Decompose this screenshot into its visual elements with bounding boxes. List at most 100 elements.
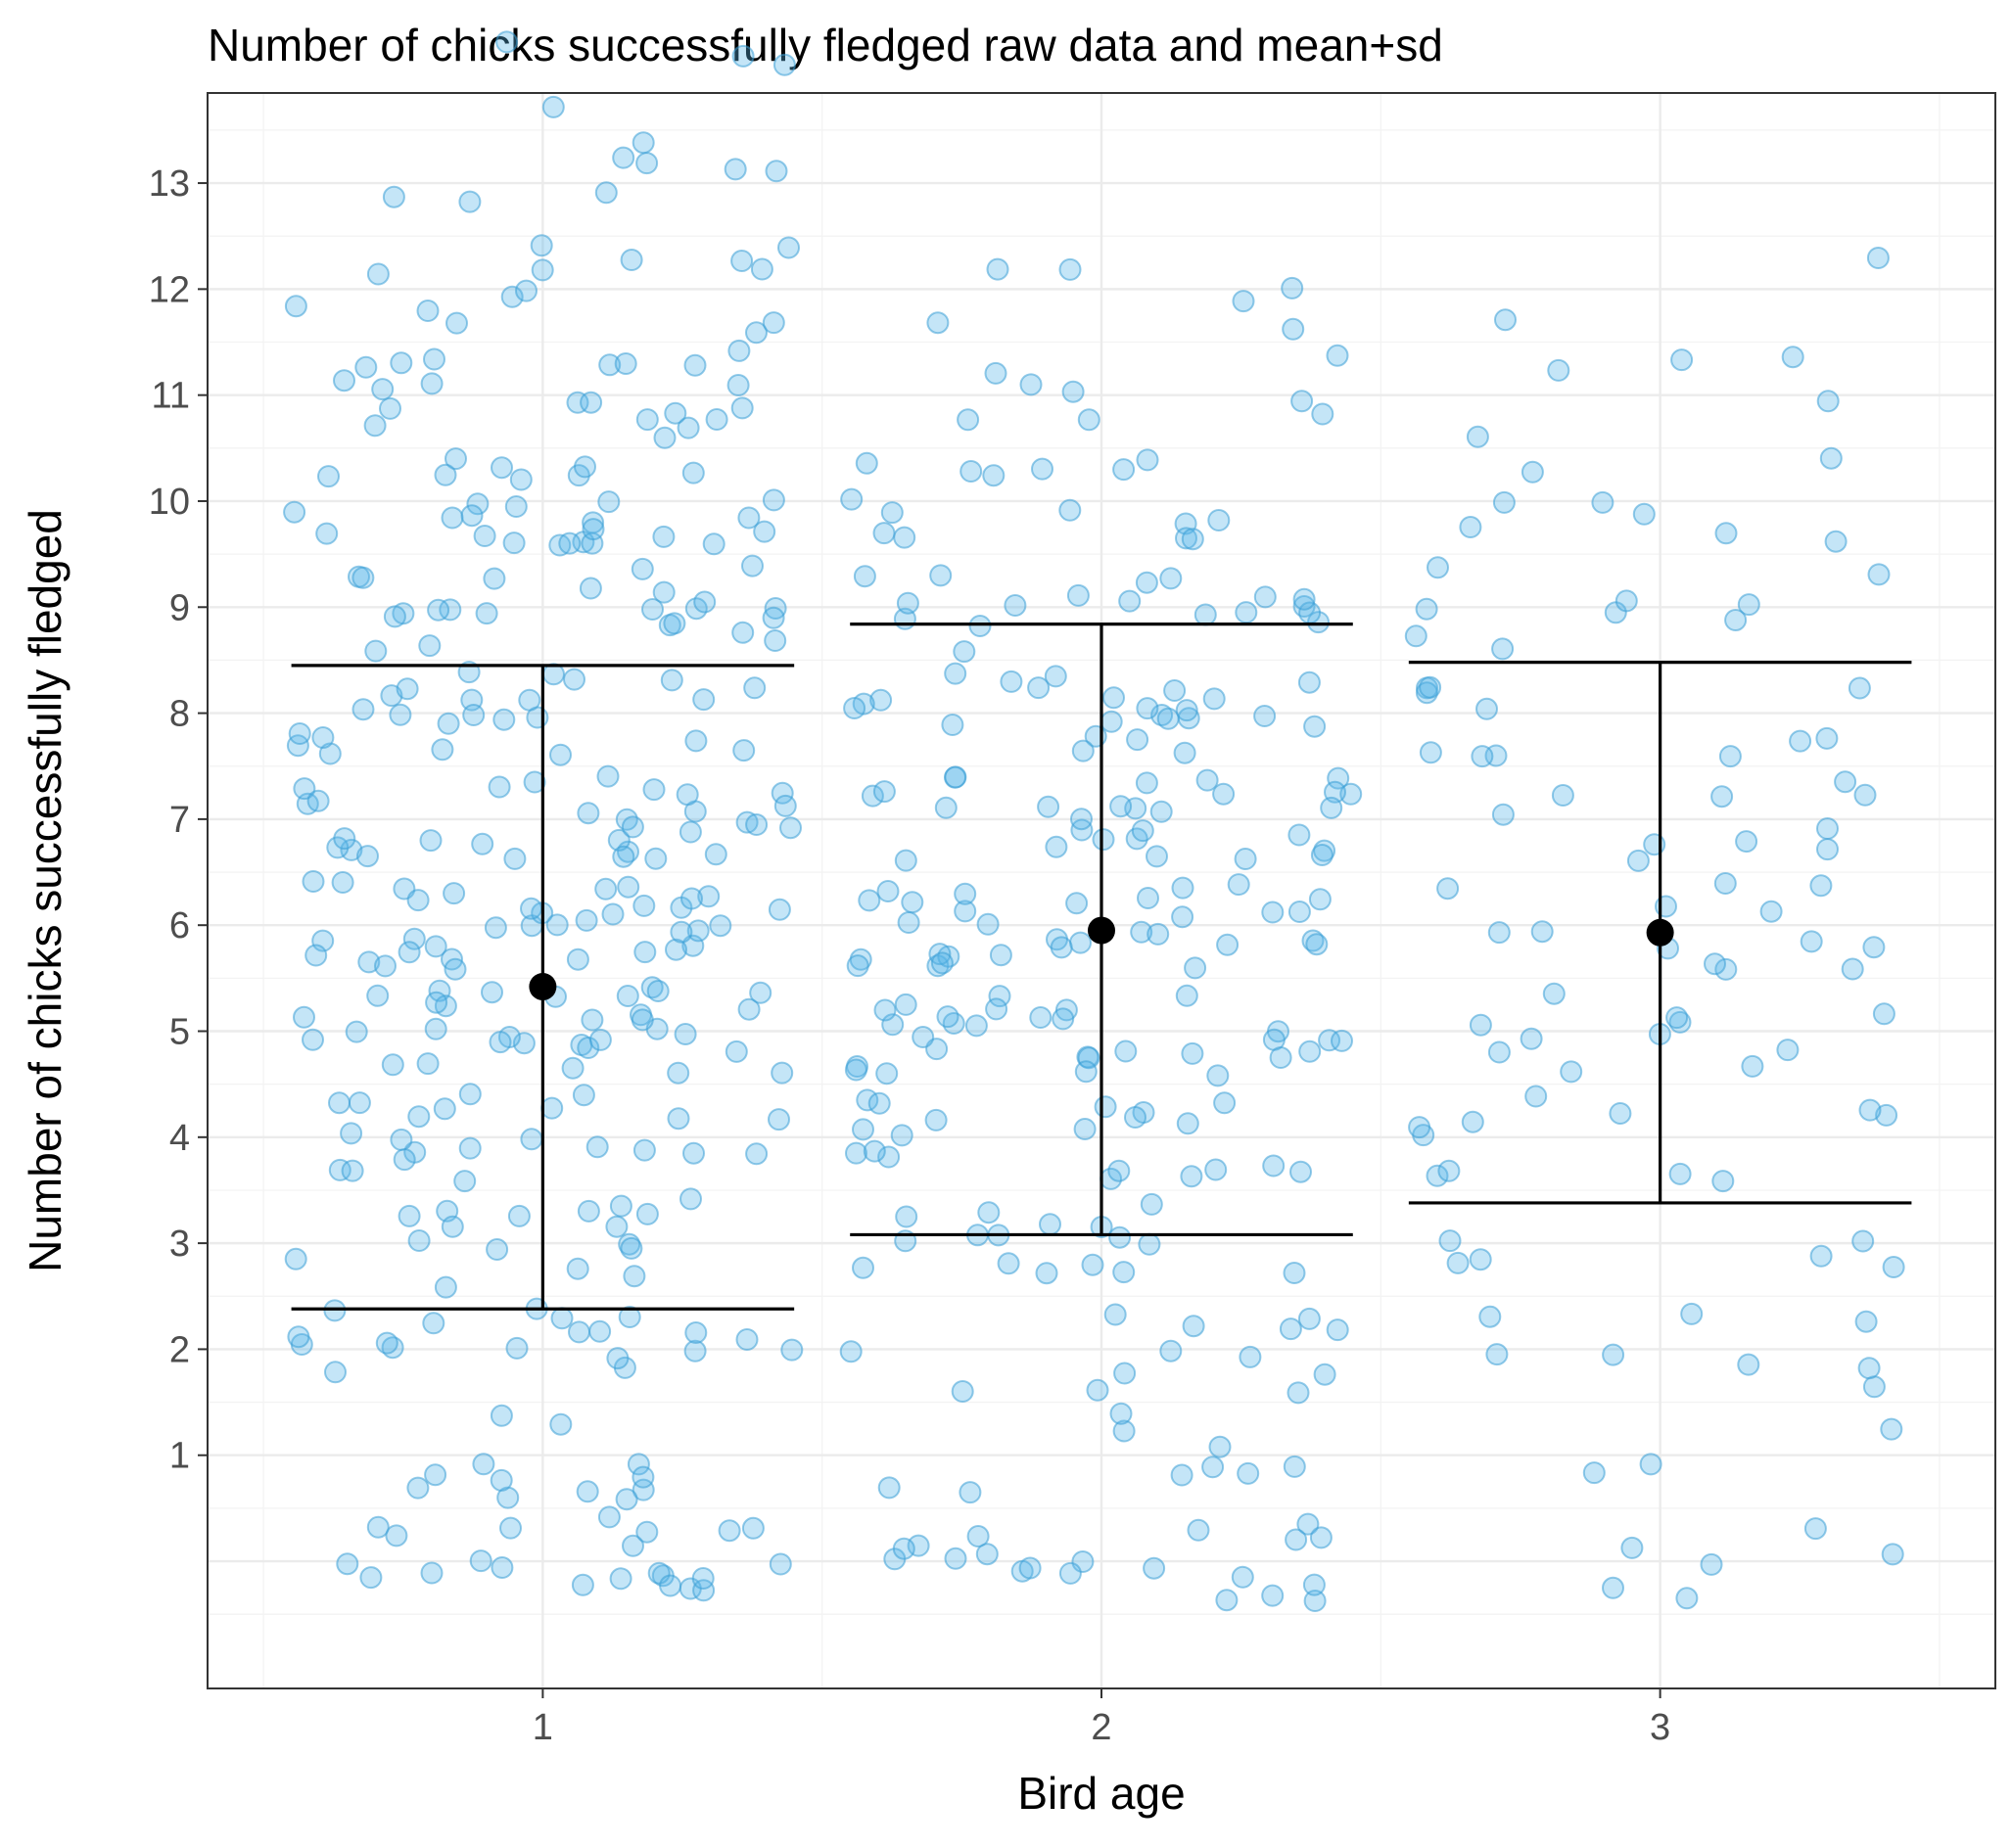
data-point (1491, 637, 1515, 661)
data-point (1146, 922, 1170, 946)
data-point (1718, 745, 1742, 768)
data-point (616, 985, 639, 1007)
data-point (1670, 348, 1694, 372)
data-point (966, 1525, 990, 1548)
data-point (844, 1058, 867, 1082)
data-point (1309, 1526, 1333, 1549)
data-point (509, 468, 533, 491)
data-point (627, 1453, 650, 1476)
data-point (1710, 785, 1734, 808)
data-point (460, 504, 484, 528)
data-point (614, 352, 637, 375)
data-point (1331, 1029, 1353, 1052)
data-point (1131, 819, 1154, 843)
data-point (745, 321, 768, 345)
data-point (441, 506, 464, 530)
data-point (523, 770, 546, 794)
data-point (425, 991, 448, 1014)
data-point (735, 1328, 759, 1351)
data-point (458, 1136, 482, 1160)
data-point (1100, 710, 1123, 733)
data-point (366, 1515, 390, 1539)
data-point (1156, 707, 1180, 730)
data-point (852, 1256, 874, 1279)
data-point (1092, 828, 1115, 852)
data-point (462, 704, 486, 726)
data-point (1215, 1589, 1239, 1612)
data-point (549, 743, 572, 766)
data-point (894, 993, 917, 1016)
data-point (1019, 373, 1043, 396)
data-point (1239, 1345, 1262, 1368)
data-point (1114, 1040, 1138, 1063)
data-point (1560, 1060, 1583, 1084)
data-point (896, 591, 919, 615)
data-point (1704, 952, 1726, 976)
data-point (1077, 408, 1100, 432)
data-point (495, 30, 519, 54)
data-point (1282, 317, 1305, 341)
data-point (441, 1215, 464, 1238)
data-point (284, 1247, 307, 1270)
data-point (768, 1108, 790, 1132)
data-point (779, 816, 802, 840)
data-point (745, 1142, 769, 1166)
data-point (419, 829, 443, 853)
data-point (1171, 905, 1194, 929)
data-point (730, 396, 754, 420)
y-tick-label: 11 (152, 376, 190, 417)
data-point (466, 492, 490, 516)
data-point (416, 1052, 440, 1076)
data-point (1675, 1587, 1699, 1610)
data-point (287, 1325, 310, 1349)
data-point (683, 1339, 707, 1363)
data-point (1135, 771, 1158, 795)
data-point (1680, 1302, 1704, 1325)
data-point (324, 1361, 347, 1384)
data-point (323, 1299, 347, 1322)
data-point (1713, 872, 1737, 895)
data-point (1582, 1461, 1606, 1485)
data-point (988, 985, 1011, 1008)
data-point (726, 374, 750, 396)
data-point (1632, 502, 1656, 526)
data-point (1050, 936, 1073, 959)
data-point (681, 461, 705, 485)
data-point (741, 554, 764, 578)
data-point (1232, 290, 1255, 313)
data-point (892, 1537, 915, 1560)
data-point (1862, 1375, 1886, 1399)
data-point (1816, 390, 1840, 413)
data-point (684, 729, 708, 753)
data-point (594, 181, 618, 205)
data-point (574, 455, 596, 479)
data-point (1415, 597, 1438, 621)
data-point (691, 1567, 715, 1590)
data-point (607, 828, 631, 852)
data-point (1204, 1158, 1228, 1181)
data-point (520, 1128, 543, 1151)
data-point (363, 414, 387, 438)
data-point (652, 580, 676, 604)
data-point (692, 688, 716, 712)
data-point (1269, 1046, 1292, 1069)
data-point (1206, 1064, 1230, 1087)
data-point (1776, 1039, 1800, 1062)
data-point (407, 1105, 431, 1129)
data-point (317, 465, 340, 488)
data-point (732, 739, 756, 762)
data-point (1103, 1303, 1127, 1326)
data-point (877, 1476, 901, 1500)
data-point (490, 1404, 513, 1427)
data-point (1551, 784, 1574, 807)
data-point (1070, 808, 1093, 831)
data-point (1044, 665, 1067, 688)
data-point (1494, 308, 1517, 332)
data-point (1136, 697, 1159, 720)
data-point (486, 1238, 509, 1261)
data-point (1491, 803, 1515, 826)
data-point (550, 1307, 574, 1330)
data-point (875, 1062, 899, 1086)
data-point (953, 640, 976, 664)
data-point (1626, 849, 1650, 872)
